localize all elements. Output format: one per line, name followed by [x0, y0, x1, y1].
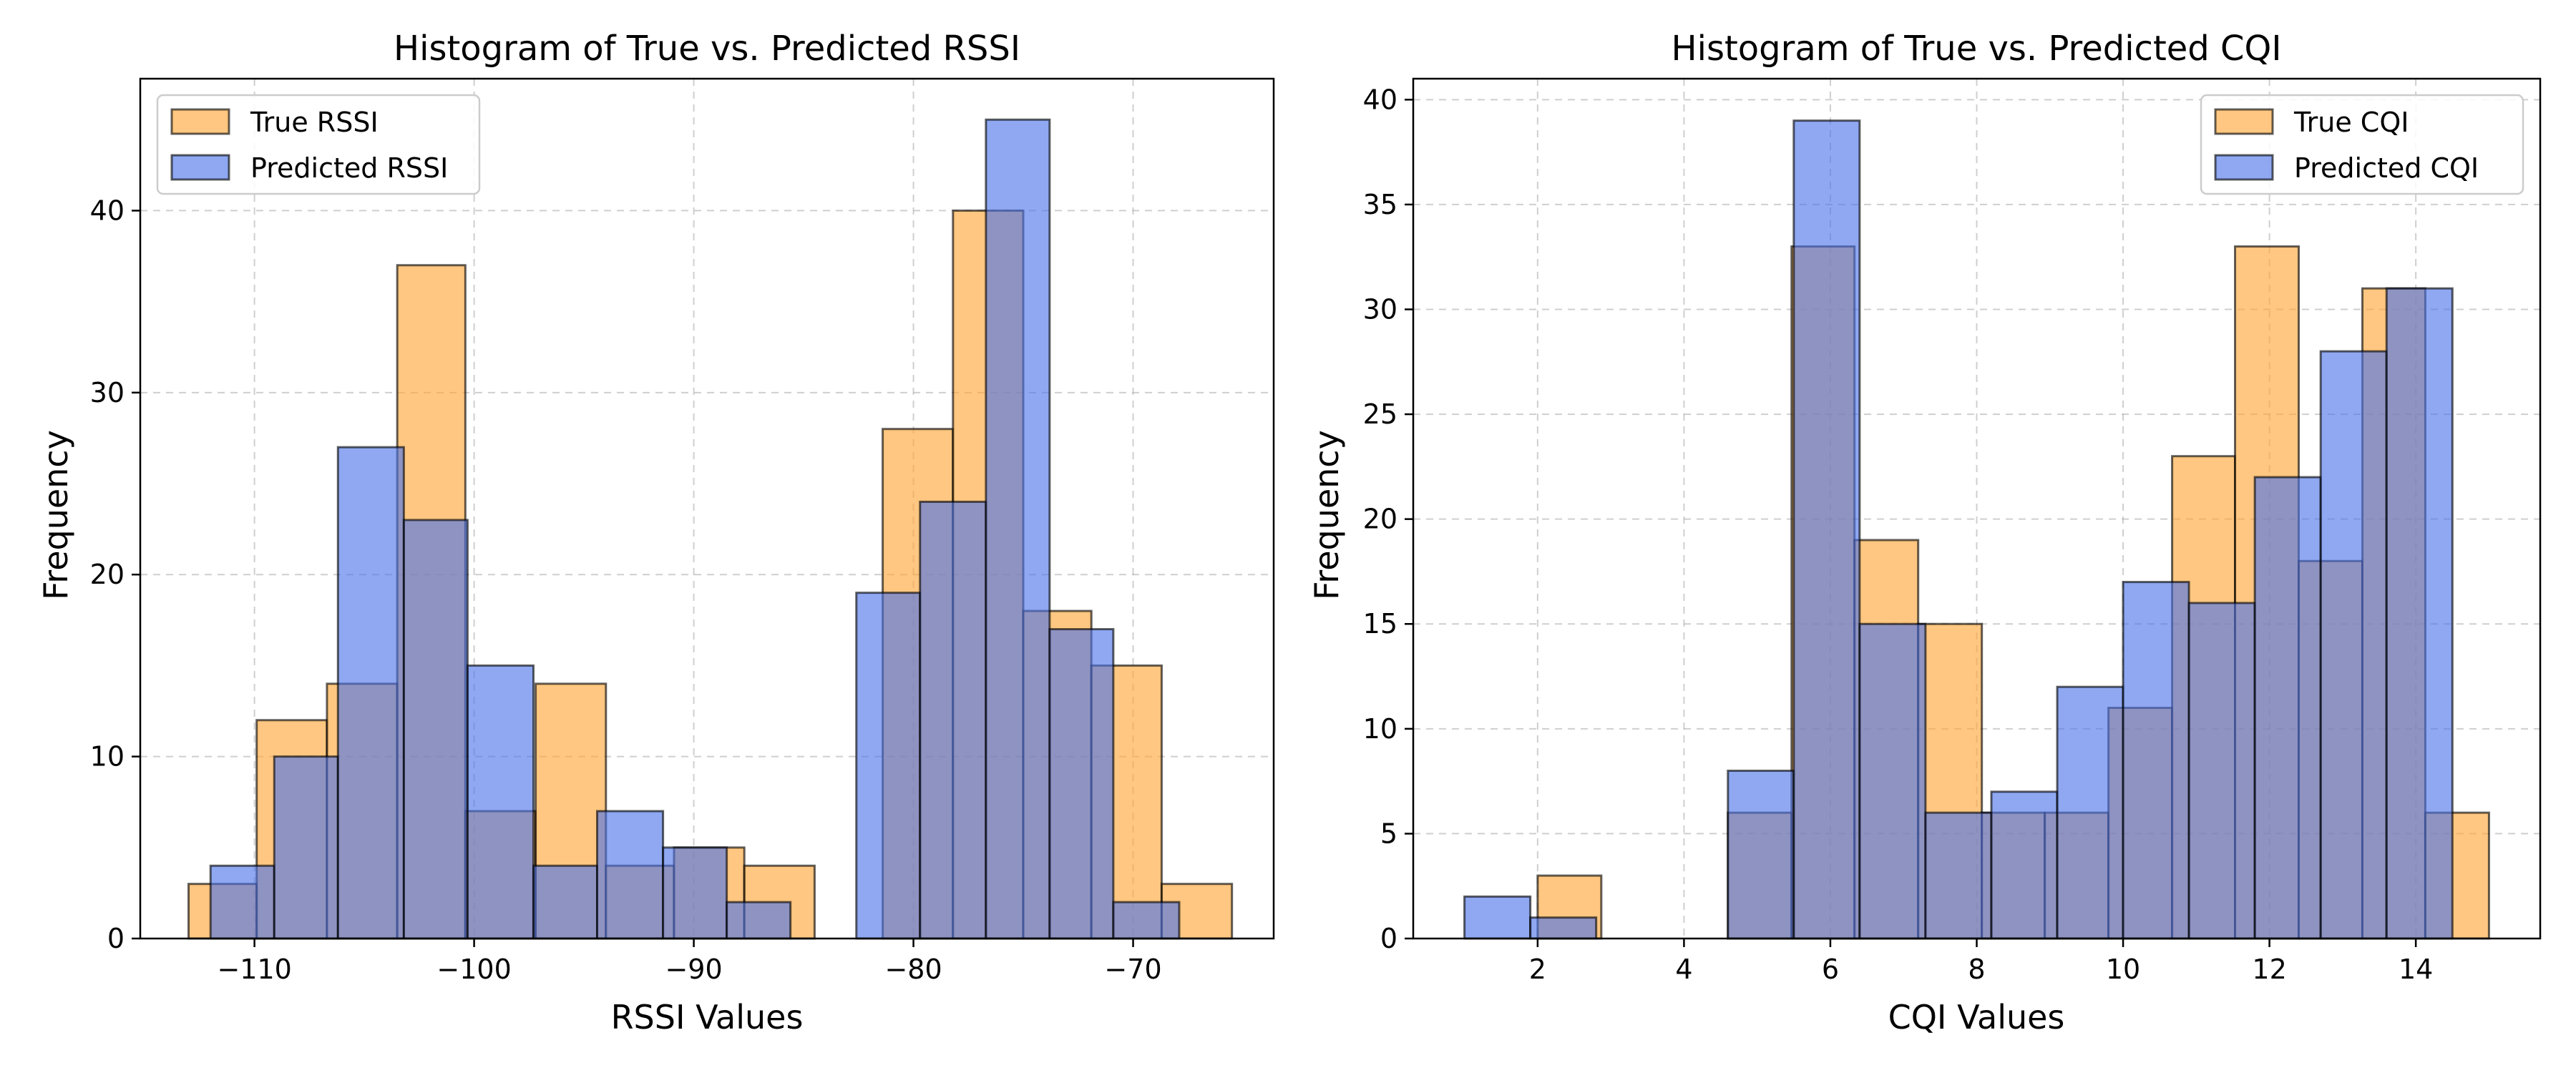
plot-area: −110 −100 −90 −80 −70 0 10 20 30 40 True RSSI Predi… [90, 77, 1275, 985]
y-tick-label: 20 [1363, 504, 1397, 535]
chart-title: Histogram of True vs. Predicted CQI [1672, 29, 2282, 69]
legend-swatch [2214, 108, 2274, 135]
legend-swatch [170, 108, 230, 135]
histogram-bar [273, 755, 339, 940]
y-tick-label: 25 [1363, 398, 1397, 430]
x-tick-label: −70 [1104, 954, 1161, 985]
cqi-histogram-chart: Histogram of True vs. Predicted CQI CQI … [1307, 29, 2542, 1037]
histogram-bar [726, 901, 792, 940]
legend-label: Predicted CQI [2294, 152, 2479, 184]
histogram-bar [1112, 901, 1181, 940]
y-tick-label: 35 [1363, 189, 1397, 220]
y-axis: 0 5 10 15 20 25 30 35 40 [1363, 84, 1413, 954]
y-tick-label: 10 [1363, 713, 1397, 745]
histogram-bar [466, 664, 535, 940]
y-tick-label: 30 [90, 377, 125, 408]
axes-frame [139, 77, 1275, 940]
series-predicted [209, 118, 1181, 940]
x-tick-label: 12 [2252, 954, 2286, 985]
histogram-bar [1858, 622, 1927, 940]
histogram-bar [2056, 685, 2124, 940]
x-tick-label: 14 [2399, 954, 2433, 985]
histogram-bar [1990, 790, 2059, 940]
histogram-bar [2253, 476, 2322, 940]
x-tick-label: 2 [1529, 954, 1546, 985]
y-axis-label: Frequency [1307, 430, 1346, 600]
x-tick-label: 6 [1822, 954, 1839, 985]
legend: True RSSI Predicted RSSI [156, 94, 481, 195]
histogram-bar [2385, 287, 2454, 940]
x-tick-label: 8 [1968, 954, 1985, 985]
y-tick-label: 40 [90, 195, 125, 226]
y-tick-label: 10 [90, 741, 125, 773]
histogram-bar [402, 519, 469, 940]
y-tick-label: 0 [107, 923, 125, 954]
histogram-bar [662, 846, 728, 940]
histogram-bar [1048, 628, 1115, 940]
x-tick-label: −90 [665, 954, 722, 985]
histogram-bar [985, 118, 1051, 940]
y-tick-label: 40 [1363, 84, 1397, 115]
y-tick-label: 0 [1380, 923, 1397, 954]
y-axis-label: Frequency [36, 430, 75, 600]
y-tick-label: 30 [1363, 293, 1397, 325]
histogram-bar [1924, 811, 1993, 940]
rssi-histogram-chart: Histogram of True vs. Predicted RSSI RSS… [36, 29, 1275, 1037]
legend-label: True RSSI [250, 107, 379, 138]
x-tick-label: −100 [436, 954, 511, 985]
legend-label: Predicted RSSI [250, 152, 448, 184]
legend-swatch [2214, 154, 2274, 181]
x-tick-label: −80 [884, 954, 942, 985]
legend-swatch [170, 154, 230, 181]
histogram-bar [855, 592, 922, 940]
legend-label: True CQI [2293, 107, 2409, 138]
histogram-bar [1529, 916, 1598, 940]
series-predicted [1463, 119, 2454, 940]
histogram-bar [1792, 119, 1861, 940]
histogram-bar [596, 810, 665, 940]
x-axis: −110 −100 −90 −80 −70 [217, 939, 1162, 985]
x-axis-label: RSSI Values [611, 998, 804, 1037]
histogram-bar [336, 446, 405, 940]
x-axis: 2 4 6 8 10 12 14 [1529, 939, 2433, 985]
x-tick-label: 4 [1675, 954, 1692, 985]
histogram-bar [2319, 350, 2388, 940]
histogram-bar [919, 500, 987, 940]
y-tick-label: 20 [90, 559, 125, 590]
histogram-bar [209, 864, 275, 940]
histogram-bar [2187, 602, 2256, 940]
legend-box [156, 94, 481, 195]
x-tick-label: −110 [217, 954, 291, 985]
x-tick-label: 10 [2106, 954, 2140, 985]
histogram-bar [1727, 769, 1795, 940]
legend: True CQI Predicted CQI [2200, 94, 2524, 195]
y-tick-label: 15 [1363, 608, 1397, 640]
histogram-bar [2122, 581, 2190, 940]
x-axis-label: CQI Values [1888, 998, 2065, 1037]
legend-box [2200, 94, 2524, 195]
histogram-bar [532, 864, 599, 940]
histogram-bar [1463, 895, 1532, 940]
y-axis: 0 10 20 30 40 [90, 195, 140, 954]
plot-area: 2 4 6 8 10 12 14 0 5 10 15 20 25 30 35 40 True CQI Predic… [1363, 77, 2542, 985]
chart-title: Histogram of True vs. Predicted RSSI [394, 29, 1020, 69]
y-tick-label: 5 [1380, 818, 1397, 849]
